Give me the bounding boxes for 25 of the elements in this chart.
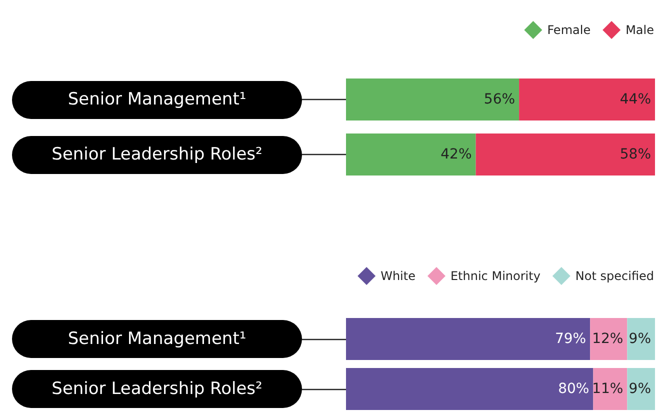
data-label: 80% [558, 381, 590, 397]
bar [590, 318, 628, 360]
legend-label: Male [626, 23, 654, 37]
y-tick-label: Senior Leadership Roles² [52, 379, 262, 399]
bar [627, 368, 655, 410]
legend-label: Female [547, 23, 591, 37]
legend-label: Ethnic Minority [450, 269, 540, 283]
bar [627, 318, 655, 360]
data-label: 12% [592, 331, 624, 347]
y-tick-label: Senior Leadership Roles² [52, 144, 262, 164]
data-label: 58% [620, 146, 651, 162]
legend-label: Not specified [575, 269, 654, 283]
data-label: 44% [620, 92, 651, 108]
data-label: 9% [628, 381, 651, 397]
y-tick-label: Senior Management¹ [68, 90, 246, 110]
y-tick-label: Senior Management¹ [68, 329, 246, 349]
bar [346, 368, 594, 410]
data-label: 56% [484, 92, 516, 108]
bar [346, 318, 590, 360]
data-label: 79% [554, 331, 586, 347]
data-label: 42% [440, 146, 472, 162]
bar [593, 368, 628, 410]
data-label: 11% [592, 381, 624, 397]
data-label: 9% [628, 331, 651, 347]
legend-label: White [380, 269, 416, 283]
